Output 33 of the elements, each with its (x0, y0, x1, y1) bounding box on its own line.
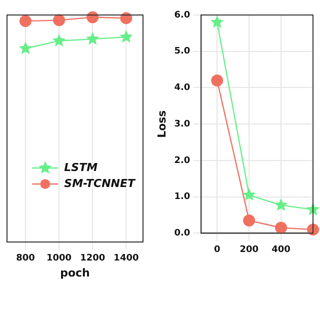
y-tick-label: 1.0 (174, 192, 190, 202)
x-tick-label: 1000 (46, 254, 72, 264)
point (307, 224, 319, 236)
point (18, 41, 32, 54)
point (86, 32, 100, 45)
legend-label: SM-TCNNET (64, 176, 136, 190)
point (19, 15, 32, 28)
x-tick-label: 0 (214, 244, 220, 255)
y-tick-label: 3.0 (174, 119, 190, 130)
x-tick-label: 200 (240, 244, 258, 255)
y-tick-label: 5.0 (174, 46, 190, 57)
x-tick-label: 1200 (80, 254, 106, 264)
point (86, 11, 99, 24)
y-axis-title: Loss (155, 110, 168, 138)
y-tick-label: 6.0 (174, 10, 190, 20)
point (52, 34, 66, 47)
x-tick-label: 1400 (114, 254, 139, 264)
point (53, 14, 66, 26)
y-tick-label: 2.0 (174, 156, 190, 166)
y-tick-label: 4.0 (174, 83, 190, 94)
point (243, 214, 256, 226)
point (242, 188, 256, 201)
legend-label: LSTM (64, 160, 98, 174)
point (274, 198, 288, 211)
point (120, 30, 133, 43)
y-tick-label: 0.0 (174, 228, 190, 239)
x-axis-title: poch (60, 266, 90, 280)
x-tick-label: 800 (16, 254, 35, 264)
point (210, 15, 224, 28)
x-tick-label: 400 (272, 244, 290, 255)
point (211, 74, 224, 86)
point (275, 222, 288, 234)
point (120, 12, 132, 24)
